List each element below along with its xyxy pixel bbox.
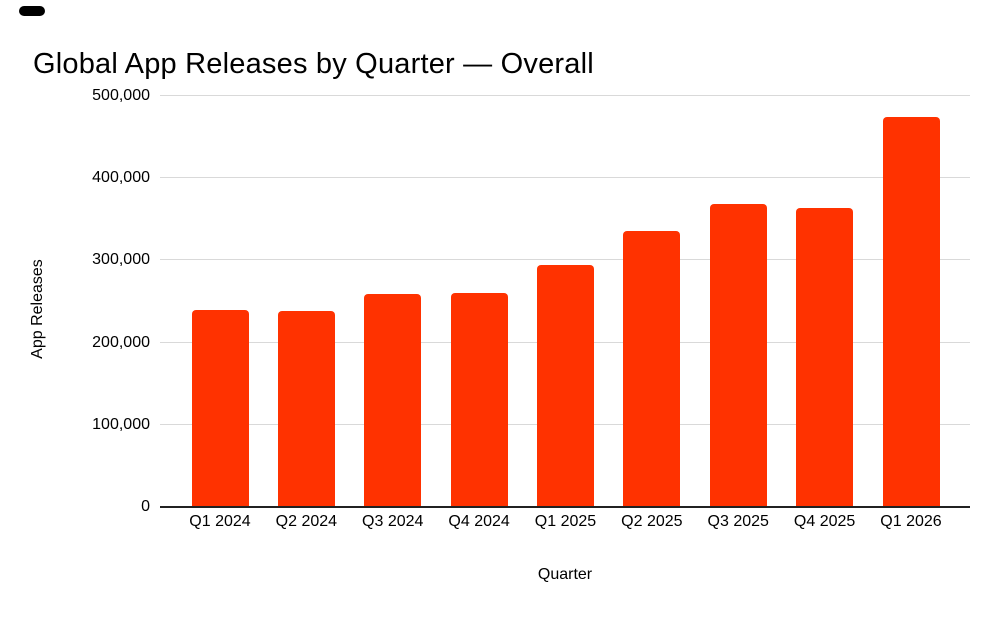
- bar-q1-2025: [537, 264, 594, 507]
- gridline: [160, 259, 970, 261]
- x-tick-label: Q1 2024: [189, 513, 251, 530]
- y-tick-label: 500,000: [92, 87, 150, 104]
- y-axis-title: App Releases: [29, 259, 46, 359]
- bar-q1-2024: [191, 309, 249, 507]
- x-tick-label: Q3 2024: [362, 513, 424, 530]
- gridline: [160, 95, 970, 96]
- bar-q3-2024: [364, 294, 422, 507]
- y-tick-label: 300,000: [92, 251, 150, 269]
- corner-artifact-mark: [19, 6, 45, 16]
- x-tick-label: Q4 2025: [793, 513, 856, 530]
- bar-q3-2025: [709, 203, 767, 507]
- plot-area: [160, 95, 970, 508]
- x-tick-label: Q3 2025: [707, 513, 769, 530]
- bar-q4-2024: [450, 293, 508, 507]
- y-tick-label: 400,000: [92, 169, 150, 187]
- y-tick-label: 100,000: [92, 415, 150, 433]
- bar-q2-2025: [623, 230, 681, 507]
- y-axis-tick-labels: 0 100,000 200,000 300,000 400,000 500,000: [0, 0, 150, 618]
- y-tick-label: 0: [141, 498, 150, 515]
- bar-q2-2024: [277, 311, 335, 507]
- x-tick-label: Q1 2026: [880, 513, 942, 530]
- chart-title: Global App Releases by Quarter — Overall: [33, 48, 594, 81]
- x-axis-title: Quarter: [537, 566, 593, 583]
- bar-q4-2025: [796, 207, 854, 507]
- gridline: [160, 177, 970, 179]
- x-axis-tick-labels: Q1 2024 Q2 2024 Q3 2024 Q4 2024 Q1 2025 Q2 20…: [160, 513, 970, 535]
- bar-q1-2026: [882, 116, 940, 507]
- x-axis-line: [160, 506, 970, 508]
- x-tick-label: Q4 2024: [448, 513, 510, 530]
- x-tick-label: Q2 2025: [621, 513, 683, 530]
- x-tick-label: Q1 2025: [534, 513, 597, 530]
- y-tick-label: 200,000: [92, 333, 150, 351]
- x-tick-label: Q2 2024: [275, 513, 338, 530]
